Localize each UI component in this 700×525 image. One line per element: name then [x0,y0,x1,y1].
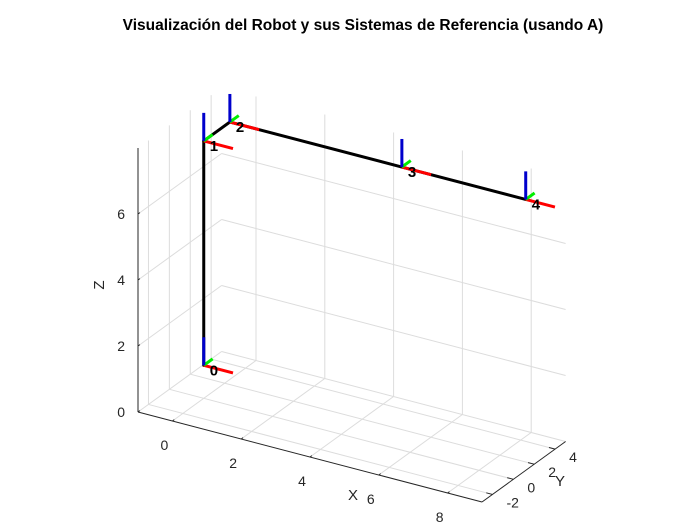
grid-line-floor-x [240,378,326,440]
frame-4-label: 4 [532,196,541,213]
frame-2-x-axis [229,120,260,132]
frame-0-x-axis [203,363,234,375]
x-tick-label: 6 [367,491,375,507]
x-tick-label: 0 [161,437,169,453]
grid-line-wall-yz [137,153,222,215]
grid-line-floor-y [190,373,535,465]
x-tick-mark [172,419,175,422]
grid-line-floor-x [447,432,532,494]
y-axis-label: Y [555,473,565,490]
x-tick-mark [378,473,381,476]
frame-4-x-axis [525,197,556,209]
grid-line-floor-y [169,388,514,480]
y-tick-label: 0 [527,479,535,495]
frame-4: 4 [524,171,556,213]
x-tick-mark [309,455,313,458]
y-tick-label: 4 [569,449,577,465]
x-axis-label: X [348,487,358,504]
frame-0-label: 0 [210,362,218,379]
z-tick-mark [137,212,141,215]
z-tick-label: 4 [117,272,125,288]
robot-links [202,120,528,367]
chart-title: Visualización del Robot y sus Sistemas d… [123,17,604,34]
x-tick-label: 8 [436,509,444,525]
z-tick-label: 0 [117,404,125,420]
z-tick-label: 2 [117,338,125,354]
grid-line-floor-x [172,360,257,422]
frame-1: 1 [202,112,234,155]
frame-1-label: 1 [210,138,218,155]
y-tick-mark [486,492,493,495]
y-tick-mark [527,462,535,465]
y-tick-mark [548,446,556,450]
frame-2: 2 [228,93,260,136]
frame-3-x-axis [401,165,432,177]
frame-3: 3 [400,138,432,181]
x-tick-mark [447,491,450,494]
z-tick-label: 6 [117,206,125,222]
y-tick-label: 2 [548,464,556,480]
reference-frames: 0 1 2 3 4 [202,93,556,379]
grid-line-floor-y [211,358,556,450]
grid-line-wall-yz [137,219,222,281]
z-axis-label: Z [91,280,108,289]
z-tick-mark [137,410,141,413]
grid-line-wall-yz [137,285,222,347]
y-tick-label: -2 [506,494,519,510]
grid-line-floor-x [309,396,394,458]
y-axis-line [481,441,566,503]
frame-1-x-axis [203,139,234,151]
grid-line-wall-xz [221,285,566,377]
z-tick-mark [137,344,141,347]
x-tick-mark [240,437,244,440]
grid-line-floor-x [378,414,463,476]
grid-line-wall-xz [221,351,566,443]
y-tick-mark [507,477,514,480]
x-tick-label: 4 [298,473,306,489]
grid-line-floor-y [148,403,493,495]
x-tick-label: 2 [229,455,237,471]
grid-line-wall-xz [221,153,566,245]
frame-2-label: 2 [236,119,244,136]
frame-3-label: 3 [408,164,416,181]
z-tick-mark [137,278,141,281]
frame-0: 0 [202,337,234,379]
axes [137,148,566,503]
grid-line-wall-xz [221,219,566,311]
